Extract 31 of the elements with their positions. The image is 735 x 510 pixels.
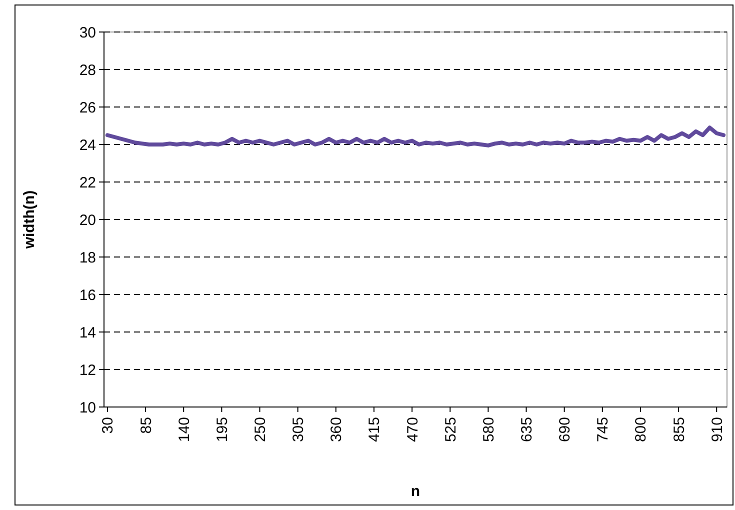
x-tick-label: 470 bbox=[404, 417, 422, 442]
x-tick-label: 360 bbox=[328, 417, 346, 442]
x-tick-label: 85 bbox=[138, 417, 155, 434]
x-tick-label: 635 bbox=[518, 417, 536, 442]
y-tick-label: 22 bbox=[79, 174, 96, 192]
x-tick-label: 910 bbox=[708, 417, 726, 442]
line-series bbox=[105, 126, 726, 148]
y-axis-title: width(n) bbox=[21, 190, 38, 250]
y-tick-label: 30 bbox=[79, 24, 96, 42]
x-tick-label: 415 bbox=[366, 417, 384, 442]
x-tick-label: 305 bbox=[290, 417, 308, 442]
x-tick-label: 30 bbox=[100, 417, 117, 434]
y-tick-label: 20 bbox=[79, 212, 96, 229]
y-tick-label: 18 bbox=[79, 249, 96, 266]
y-tick-label: 28 bbox=[79, 62, 96, 79]
x-tick-label: 140 bbox=[176, 417, 193, 442]
x-tick-label: 690 bbox=[556, 417, 574, 442]
y-tick-label: 10 bbox=[79, 399, 96, 416]
x-axis-title: n bbox=[410, 483, 420, 500]
x-tick-label: 195 bbox=[214, 417, 231, 442]
x-tick-label: 855 bbox=[670, 417, 688, 442]
x-tick-label: 525 bbox=[442, 417, 460, 442]
y-tick-label: 12 bbox=[79, 362, 96, 379]
y-tick-label: 14 bbox=[79, 324, 96, 342]
x-tick-label: 580 bbox=[480, 417, 498, 442]
x-tick-label: 800 bbox=[632, 417, 650, 442]
y-tick-label: 26 bbox=[79, 99, 96, 116]
y-tick-label: 16 bbox=[79, 286, 96, 304]
x-tick-label: 250 bbox=[252, 417, 269, 442]
y-tick-label: 24 bbox=[79, 136, 96, 154]
x-tick-label: 745 bbox=[594, 417, 612, 442]
